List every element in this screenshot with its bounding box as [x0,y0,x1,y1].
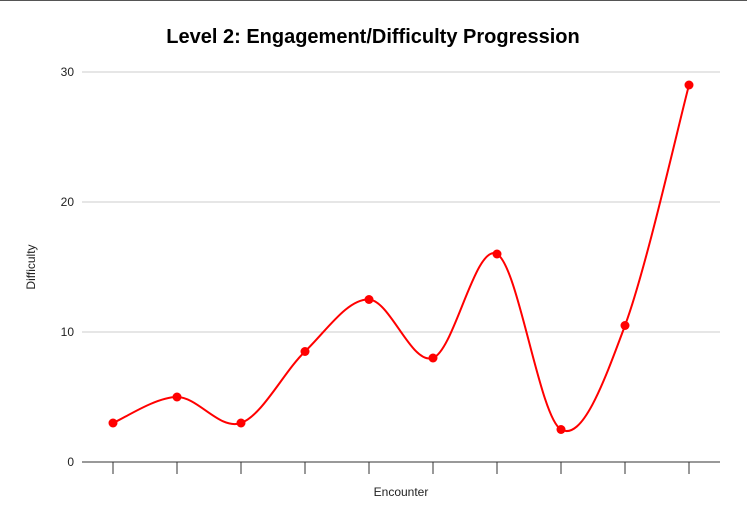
gridlines [82,71,720,333]
data-point [620,321,630,330]
series-layer [108,80,694,434]
y-axis-ticks: 0 10 20 30 [61,65,75,469]
x-axis-label: Encounter [374,485,429,499]
data-point [300,347,310,356]
data-point [428,353,438,363]
data-point [492,249,502,259]
chart-title: Level 2: Engagement/Difficulty Progressi… [166,26,579,48]
x-axis [82,461,720,474]
data-point [172,392,182,402]
series-line [112,84,690,433]
y-tick-label: 10 [61,325,75,339]
y-tick-label: 20 [61,195,75,209]
y-axis-label: Difficulty [24,244,38,289]
y-tick-label: 0 [67,455,74,469]
data-point [108,418,118,428]
data-point [684,80,694,90]
data-point [364,295,374,304]
y-tick-label: 30 [61,65,75,79]
data-point [236,418,246,428]
data-point [556,425,566,434]
